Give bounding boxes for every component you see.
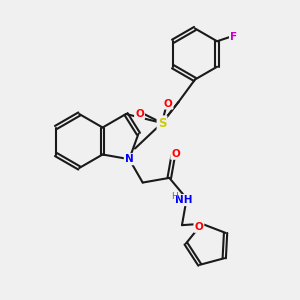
Text: O: O: [171, 149, 180, 159]
Text: F: F: [230, 32, 237, 42]
Text: O: O: [164, 98, 172, 109]
Text: O: O: [194, 222, 203, 232]
Text: NH: NH: [175, 195, 192, 205]
Text: O: O: [135, 109, 144, 119]
Text: N: N: [125, 154, 134, 164]
Text: S: S: [158, 116, 166, 130]
Text: H: H: [171, 192, 177, 201]
